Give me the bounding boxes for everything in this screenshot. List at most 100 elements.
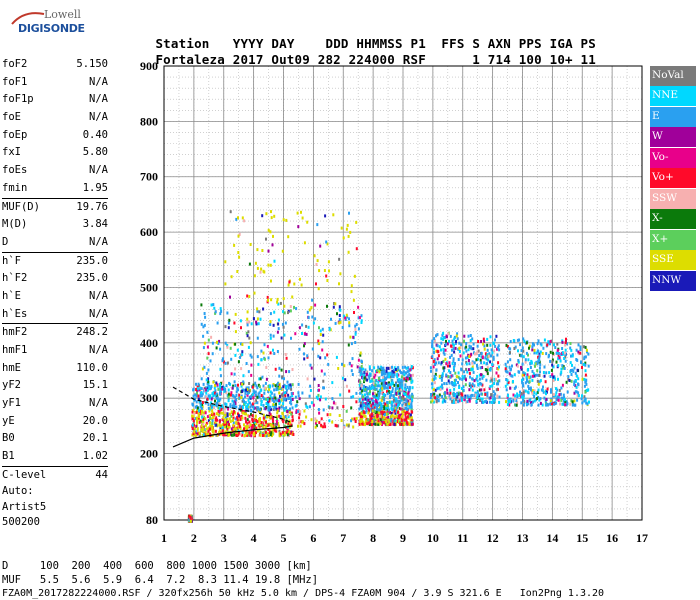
echo-point <box>217 399 219 403</box>
echo-point <box>380 406 383 410</box>
echo-point <box>213 386 216 390</box>
echo-point <box>189 515 192 519</box>
echo-point <box>206 356 209 360</box>
echo-point <box>277 421 280 425</box>
echo-point <box>281 375 284 379</box>
auto-label: Auto: <box>2 485 34 497</box>
echo-point <box>366 422 369 426</box>
echo-point <box>382 418 385 421</box>
echo-point <box>294 395 297 399</box>
echo-point <box>314 303 317 307</box>
echo-point <box>307 325 310 329</box>
echo-point <box>583 384 586 388</box>
echo-point <box>207 387 210 391</box>
echo-point <box>389 419 392 423</box>
echo-point <box>435 349 438 353</box>
echo-point <box>404 406 407 410</box>
echo-point <box>471 393 473 397</box>
echo-point <box>463 395 466 399</box>
echo-point <box>453 387 456 391</box>
echo-point <box>227 321 230 325</box>
echo-point <box>256 248 259 252</box>
echo-point <box>342 236 345 240</box>
echo-point <box>373 392 376 396</box>
echo-point <box>448 369 450 373</box>
echo-point <box>451 339 454 343</box>
echo-point <box>299 277 301 281</box>
echo-point <box>235 417 237 421</box>
param-value: 110.0 <box>76 361 108 374</box>
echo-point <box>230 414 233 418</box>
echo-point <box>306 377 309 381</box>
echo-point <box>465 378 467 382</box>
echo-point <box>350 284 353 288</box>
echo-point <box>350 369 353 373</box>
echo-point <box>291 419 294 423</box>
echo-point <box>577 352 580 356</box>
echo-point <box>490 378 493 382</box>
echo-point <box>486 343 489 347</box>
echo-point <box>243 400 245 404</box>
echo-point <box>411 386 414 390</box>
echo-point <box>280 393 283 397</box>
echo-point <box>497 367 500 371</box>
echo-point <box>465 349 468 353</box>
echo-point <box>315 263 318 266</box>
echo-point <box>234 330 237 334</box>
echo-point <box>433 377 436 381</box>
echo-point <box>386 401 389 404</box>
echo-point <box>359 351 362 355</box>
echo-point <box>370 423 373 427</box>
x-tick-label: 16 <box>606 531 618 545</box>
echo-point <box>254 428 256 432</box>
echo-point <box>204 429 207 433</box>
echo-point <box>232 394 235 398</box>
echo-point <box>526 399 529 403</box>
echo-point <box>249 243 252 246</box>
echo-point <box>196 385 199 389</box>
echo-point <box>247 330 250 334</box>
echo-point <box>458 346 461 350</box>
echo-point <box>234 384 237 388</box>
echo-point <box>199 394 202 398</box>
echo-point <box>369 390 371 394</box>
echo-point <box>477 340 480 343</box>
echo-point <box>282 297 285 301</box>
echo-point <box>257 408 260 412</box>
param-value: 1.02 <box>82 450 108 463</box>
echo-point <box>539 370 541 374</box>
echo-point <box>339 393 342 397</box>
auto-scaling-info: Auto: Artist5 500200 <box>2 484 46 531</box>
echo-point <box>407 412 410 416</box>
echo-point <box>458 377 461 381</box>
echo-point <box>528 399 531 403</box>
echo-point <box>267 390 270 393</box>
distance-row: D 100 200 400 600 800 1000 1500 3000 [km… <box>2 560 312 572</box>
echo-point <box>545 352 548 356</box>
echo-point <box>505 370 508 374</box>
echo-point <box>556 342 559 346</box>
echo-point <box>531 389 534 393</box>
echo-point <box>199 401 202 405</box>
echo-point <box>379 379 382 383</box>
param-row: h`Es N/A <box>2 306 108 324</box>
echo-point <box>587 364 590 368</box>
echo-point <box>207 377 210 381</box>
echo-point <box>456 332 459 336</box>
echo-point <box>201 415 204 419</box>
echo-point <box>524 360 527 364</box>
echo-point <box>241 430 244 434</box>
echo-point <box>272 422 275 426</box>
echo-point <box>505 388 508 392</box>
echo-point <box>256 355 259 359</box>
echo-point <box>288 410 291 414</box>
echo-point <box>374 383 377 387</box>
echo-point <box>350 419 353 423</box>
echo-point <box>354 332 357 336</box>
echo-point <box>477 349 480 353</box>
echo-point <box>430 400 432 404</box>
echo-point <box>233 380 236 384</box>
echo-point <box>431 378 434 382</box>
echo-point <box>555 398 558 402</box>
echo-point <box>545 397 548 401</box>
